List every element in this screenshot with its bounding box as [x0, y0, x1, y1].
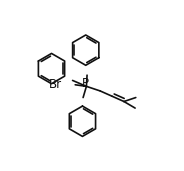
- Text: Br: Br: [49, 78, 62, 91]
- Text: P: P: [82, 77, 89, 90]
